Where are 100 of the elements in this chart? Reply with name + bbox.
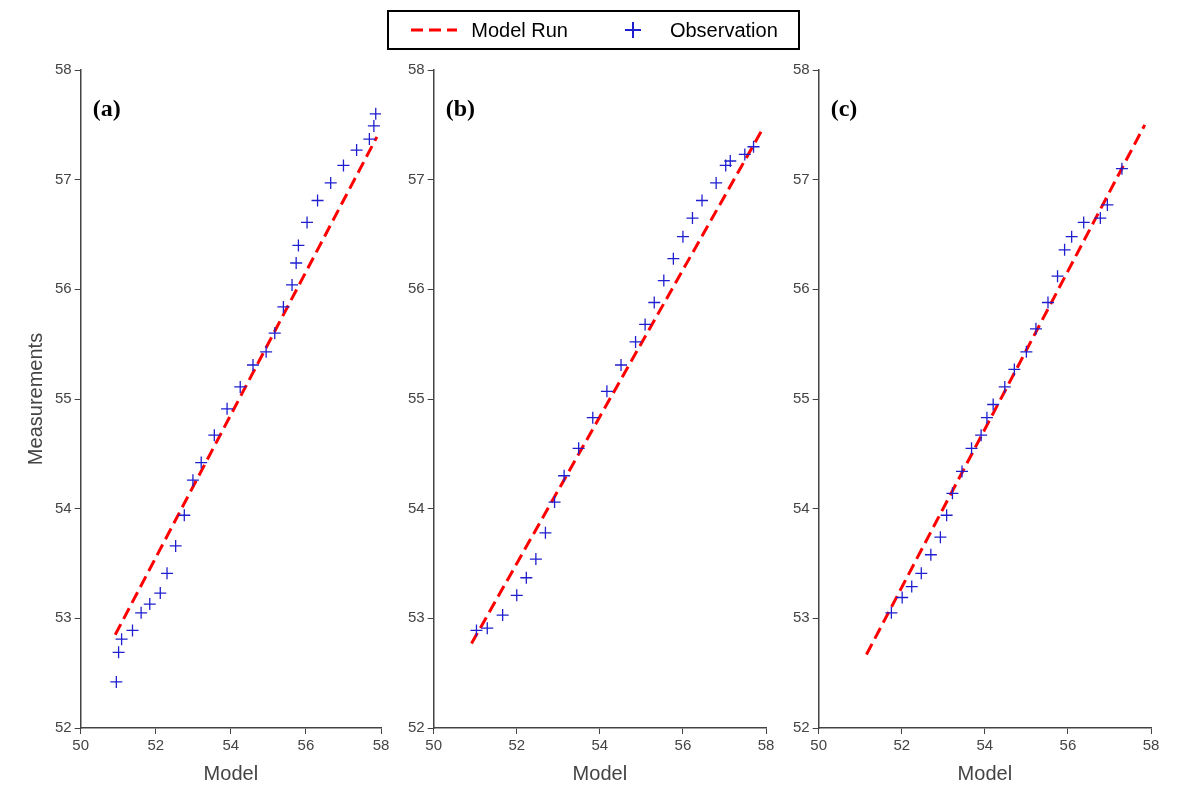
point	[310, 193, 325, 208]
point	[1041, 295, 1055, 310]
point	[614, 358, 628, 372]
point	[666, 251, 681, 266]
x-tick-label: 54	[591, 736, 609, 754]
y-tick-label: 56	[408, 279, 425, 297]
y-axis-title: Measurements	[23, 332, 46, 466]
x-tick-label: 50	[72, 736, 90, 754]
point	[1100, 198, 1115, 212]
y-tick-label: 53	[408, 608, 425, 626]
point	[905, 579, 919, 594]
point	[895, 590, 909, 605]
point	[169, 539, 183, 553]
point	[324, 176, 338, 190]
point	[955, 464, 969, 479]
point	[746, 140, 761, 154]
annotation: (c)	[830, 95, 858, 122]
point	[1019, 345, 1034, 359]
point	[220, 402, 234, 416]
y-tick-label: 53	[793, 608, 810, 626]
point	[207, 428, 221, 442]
x-tick-label: 52	[508, 736, 526, 754]
point	[964, 441, 979, 455]
point	[719, 158, 733, 173]
y-tick-label: 58	[793, 60, 810, 78]
annotation: (a)	[92, 95, 121, 122]
point	[349, 143, 364, 157]
point	[268, 326, 282, 340]
x-tick-label: 56	[297, 736, 315, 754]
x-axis-title: Model	[572, 761, 628, 784]
point	[1050, 269, 1065, 283]
x-tick-label: 50	[810, 736, 828, 754]
x-tick-label: 50	[425, 736, 443, 754]
point	[134, 606, 148, 620]
point	[285, 278, 299, 292]
point	[1007, 362, 1021, 377]
point	[519, 571, 533, 585]
point	[572, 441, 586, 455]
point	[362, 132, 377, 146]
y-tick-label: 56	[55, 279, 72, 297]
x-tick-label: 54	[222, 736, 240, 754]
point	[538, 526, 553, 540]
x-tick-label: 54	[976, 736, 994, 754]
point	[160, 566, 174, 581]
x-tick-label: 58	[1142, 736, 1160, 754]
point	[586, 410, 600, 425]
point	[998, 380, 1012, 394]
point	[685, 211, 700, 225]
point	[336, 158, 351, 173]
point	[529, 552, 543, 566]
point	[276, 300, 291, 314]
point	[986, 397, 1000, 412]
y-tick-label: 52	[408, 718, 425, 736]
point	[1029, 322, 1043, 336]
point	[1093, 211, 1107, 225]
point	[738, 147, 752, 162]
y-tick-label: 54	[793, 498, 810, 516]
point	[143, 597, 157, 611]
point	[974, 428, 988, 442]
point	[510, 588, 524, 602]
y-tick-label: 54	[55, 498, 72, 516]
point	[194, 455, 208, 470]
x-tick-label: 52	[893, 736, 911, 754]
point	[939, 508, 954, 522]
point	[114, 632, 129, 646]
point	[628, 335, 643, 349]
point	[109, 675, 123, 689]
y-tick-label: 57	[55, 169, 72, 187]
y-tick-label: 58	[408, 60, 425, 78]
point	[153, 586, 167, 600]
x-tick-label: 56	[1059, 736, 1077, 754]
y-tick-label: 57	[793, 169, 810, 187]
point	[933, 530, 948, 544]
legend-label: Observation	[669, 18, 778, 42]
x-tick-label: 58	[372, 736, 390, 754]
y-tick-label: 53	[55, 608, 72, 626]
point	[884, 606, 899, 620]
point	[495, 608, 510, 622]
y-tick-label: 56	[793, 279, 810, 297]
point	[980, 410, 994, 425]
point	[723, 154, 737, 168]
x-axis-title: Model	[957, 761, 1013, 784]
y-tick-label: 55	[793, 389, 810, 407]
point	[469, 623, 484, 638]
point	[600, 384, 614, 398]
point	[125, 623, 140, 638]
x-tick-label: 56	[674, 736, 692, 754]
y-tick-label: 52	[55, 718, 72, 736]
y-tick-label: 58	[55, 60, 72, 78]
y-tick-label: 55	[55, 389, 72, 407]
point	[289, 256, 303, 270]
point	[186, 473, 200, 487]
point	[676, 230, 690, 244]
point	[233, 380, 247, 394]
point	[1115, 162, 1129, 176]
point	[291, 238, 306, 253]
point	[914, 566, 928, 581]
point	[647, 295, 661, 310]
point	[945, 486, 960, 500]
x-tick-label: 52	[147, 736, 165, 754]
